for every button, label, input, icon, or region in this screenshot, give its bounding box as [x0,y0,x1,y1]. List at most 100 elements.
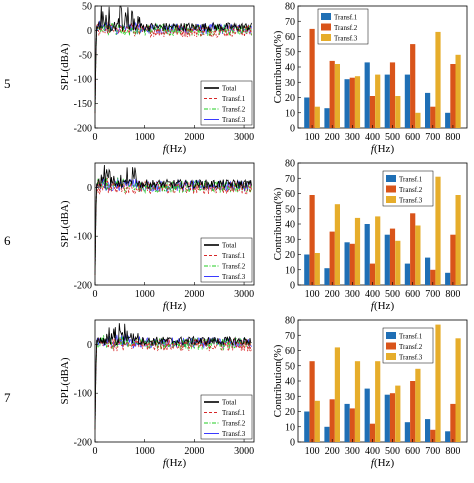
spl-xlabel: f(Hz) [163,143,187,155]
bar-Transf3-100 [314,253,320,285]
spl-ytick-label: -100 [74,232,92,243]
bar-Transf2-600 [410,381,416,442]
bar-ytick-label: 30 [285,78,295,89]
bar-Transf2-400 [369,263,375,285]
bar-xtick-label: 800 [445,289,460,300]
bar-ytick-label: 60 [285,189,295,200]
bar-xlabel-f: f [371,143,376,155]
bar-Transf3-400 [375,74,381,128]
spl-ylabel: SPL(dBA) [59,357,71,404]
spl-ytick-label: -200 [74,281,92,292]
bar-xtick-label: 800 [445,446,460,457]
bar-xtick-label: 200 [325,289,340,300]
bar-Transf2-700 [430,106,436,128]
spl-ytick-label: -150 [74,99,92,110]
bar-Transf1-700 [425,257,431,285]
bar-Transf1-200 [324,108,330,128]
bar-xtick-label: 100 [305,446,320,457]
bar-legend-swatch [321,13,331,20]
spl-xlabel-f: f [163,143,168,155]
bar-xtick-label: 600 [405,446,420,457]
bar-Transf1-400 [364,224,370,285]
bar-legend-swatch [386,185,396,193]
bar-Transf1-800 [445,272,451,285]
bar-Transf1-500 [384,74,390,128]
spl-xtick-label: 0 [93,446,98,457]
spl-ytick-label: 0 [87,183,92,194]
bar-ytick-label: 30 [285,235,295,246]
bar-Transf1-600 [404,422,410,442]
spl-xtick-label: 2000 [184,289,204,300]
bar-ytick-label: 60 [285,32,295,43]
bar-Transf3-300 [354,361,361,442]
spl-legend-label: Total [222,399,236,407]
bar-Transf3-400 [375,361,381,442]
bar-xlabel: f(Hz) [371,300,395,312]
bar-Transf1-700 [425,92,431,128]
bar-Transf1-300 [344,242,350,285]
bar-xlabel-f: f [371,457,376,469]
spl-ytick-label: 50 [82,2,92,13]
bar-xtick-label: 500 [385,289,400,300]
bar-legend-label: Transf.1 [334,14,358,22]
bar-Transf2-800 [450,64,456,128]
bar-xtick-label: 300 [345,446,360,457]
spl-xtick-label: 2000 [184,132,204,143]
bar-Transf2-500 [389,228,396,285]
bar-Transf2-100 [309,28,315,128]
spl-panel-6: 0 1000 2000 3000 0 -100 -200 SPL(dBA) f(Hz) Total… [59,162,255,312]
bar-Transf2-300 [349,408,355,442]
bar-ylabel: Contribution(%) [272,30,284,103]
bar-legend-label: Transf.1 [399,176,423,184]
spl-legend-label: Transf.2 [222,106,246,114]
bar-axes-box [297,319,468,443]
row-label-7: 7 [4,390,11,405]
bar-Transf2-800 [450,234,456,285]
bar-legend-label: Transf.1 [399,333,423,341]
bar-panel-5: 0 10 20 30 40 50 60 70 80 100 200 300 400 500 600 700 80… [272,2,468,155]
bar-legend-label: Transf.2 [399,186,423,194]
bar-ytick-label: 70 [285,17,295,28]
bar-xtick-label: 500 [385,446,400,457]
spl-xlabel-hz: (Hz) [166,143,186,155]
bar-legend-swatch [386,332,396,339]
bar-Transf3-500 [395,96,401,128]
bar-Transf3-600 [415,112,421,129]
bar-xtick-label: 600 [405,289,420,300]
spl-line-transf1 [94,21,252,114]
spl-ytick-label: -50 [79,50,92,61]
spl-xtick-label: 3000 [234,446,254,457]
spl-line-transf2 [94,22,252,114]
bar-Transf2-200 [329,60,335,128]
bar-ytick-label: 80 [285,159,295,170]
bar-legend-label: Transf.3 [399,197,423,205]
spl-xtick-label: 3000 [234,289,254,300]
bar-Transf2-600 [410,44,416,128]
spl-legend-label: Total [222,242,236,250]
bar-Transf2-500 [389,62,396,128]
bar-Transf3-100 [314,400,320,442]
bar-Transf1-200 [324,268,330,285]
spl-xtick-label: 0 [93,289,98,300]
spl-xtick-label: 0 [93,132,98,143]
spl-xtick-label: 3000 [234,132,254,143]
bar-Transf1-100 [304,97,310,128]
bar-ytick-label: 70 [285,174,295,185]
bar-xtick-label: 100 [305,132,320,143]
bar-ytick-label: 40 [285,220,295,231]
bar-Transf3-800 [455,195,461,285]
bar-Transf1-300 [344,79,350,128]
spl-panel-5: 0 1000 2000 3000 50 0 -50 -100 -150 -200 SPL(dBA) f… [59,2,255,155]
bar-xtick-label: 400 [365,132,380,143]
bar-xtick-label: 200 [325,446,340,457]
spl-ytick-label: -100 [74,389,92,400]
bar-xlabel: f(Hz) [371,143,395,155]
bar-panel-7: 0 10 20 30 40 50 60 70 80 100 200 300 400 500 600 700 80… [272,316,468,469]
bar-Transf3-300 [354,76,361,128]
bar-Transf3-800 [455,338,461,442]
bar-Transf2-200 [329,399,335,442]
bar-Transf1-300 [344,403,350,442]
spl-legend-label: Transf.3 [222,116,246,124]
bar-Transf2-500 [389,393,396,442]
